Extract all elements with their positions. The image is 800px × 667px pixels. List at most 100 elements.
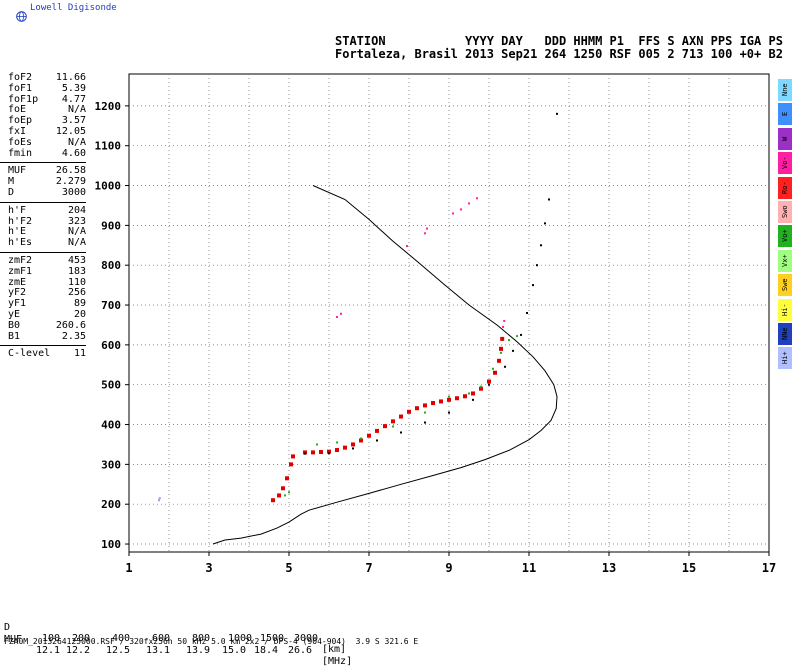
x-tick-label: 17 <box>762 561 776 575</box>
param-row: foF1 5.39 <box>6 82 86 95</box>
data-point <box>304 452 306 455</box>
footer-muf-label: MUF <box>4 634 23 645</box>
data-point <box>500 351 502 354</box>
y-tick-label: 600 <box>101 339 121 352</box>
param-row: h'Es N/A <box>6 237 86 249</box>
param-label: h'F <box>8 204 27 216</box>
param-value: N/A <box>67 136 86 148</box>
data-point <box>455 396 459 401</box>
data-point <box>277 493 281 498</box>
data-point <box>497 358 501 363</box>
data-point <box>271 498 275 503</box>
param-row: yE 20 <box>6 309 86 321</box>
data-point <box>316 443 318 446</box>
data-point <box>476 197 478 200</box>
data-point <box>452 212 454 215</box>
data-point <box>400 431 402 434</box>
data-point <box>424 411 426 414</box>
param-label: yF2 <box>8 287 27 299</box>
param-label: foF1 <box>8 82 33 94</box>
data-point <box>504 365 506 368</box>
header-line-2: Fortaleza, Brasil 2013 Sep21 264 1250 RS… <box>335 47 783 61</box>
data-point <box>479 386 483 391</box>
param-row: D 3000 <box>6 187 86 199</box>
param-value: N/A <box>67 226 86 238</box>
param-label: foEp <box>8 115 33 127</box>
param-value: 256 <box>67 287 86 299</box>
param-label: h'Es <box>8 237 33 249</box>
param-value: 204 <box>67 204 86 216</box>
param-value: 26.58 <box>55 165 86 177</box>
data-point <box>367 433 371 438</box>
param-separator <box>0 159 86 164</box>
data-point <box>291 454 295 459</box>
data-point <box>423 403 427 408</box>
param-row: foEs N/A <box>6 136 86 149</box>
param-row: M 2.279 <box>6 176 86 188</box>
x-tick-label: 7 <box>365 561 372 575</box>
y-tick-label: 300 <box>101 458 121 471</box>
data-point <box>351 442 355 447</box>
footer-muf-value: 15.0 <box>222 645 247 656</box>
param-value: 3.57 <box>61 115 86 127</box>
data-point <box>500 336 505 341</box>
data-point <box>487 379 491 384</box>
data-point <box>327 449 331 454</box>
param-value: 2.279 <box>55 176 86 188</box>
legend-item: Hi+ <box>778 347 792 370</box>
globe-icon <box>16 11 27 22</box>
parameter-panel: foF2 11.66 foF1 5.39 foF1p 4.77 foE N/A foEp 3.57… <box>0 72 86 360</box>
param-row: h'F 204 <box>6 204 86 217</box>
data-point <box>424 421 426 424</box>
data-point <box>399 414 403 419</box>
data-point <box>508 339 510 342</box>
footer-muf-value: 12.1 <box>36 645 61 656</box>
data-point <box>502 325 504 328</box>
param-label: C-level <box>8 348 51 360</box>
param-label: yF1 <box>8 298 27 310</box>
logo: Lowell Digisonde <box>8 2 128 22</box>
param-label: foEs <box>8 136 33 148</box>
param-row: B1 2.35 <box>6 331 86 343</box>
param-label: foF1p <box>8 93 39 105</box>
y-tick-label: 1200 <box>95 100 122 113</box>
legend-item: Hi- <box>778 298 792 321</box>
data-point <box>360 437 362 440</box>
param-row: yF2 256 <box>6 288 86 299</box>
data-point <box>503 319 506 322</box>
data-point <box>448 395 450 398</box>
footer-file-line: FZA0M_2013264125000.RSF / 320fx256h 50 k… <box>4 637 419 646</box>
footer-d-value: 100 <box>42 633 61 644</box>
legend-item: W <box>778 127 792 150</box>
param-value: 11.66 <box>55 72 86 83</box>
data-point <box>520 333 522 336</box>
param-label: fxI <box>8 125 27 137</box>
param-row: h'E N/A <box>6 227 86 238</box>
data-point <box>468 202 470 205</box>
param-separator <box>0 199 86 203</box>
data-point <box>284 494 286 497</box>
x-tick-label: 9 <box>445 561 452 575</box>
footer-d-value: 600 <box>152 633 171 644</box>
y-tick-label: 1100 <box>95 140 122 153</box>
footer-muf-unit: [MHz] <box>322 656 353 667</box>
data-point <box>516 335 518 338</box>
legend-item: E <box>778 103 792 126</box>
data-point <box>468 392 470 395</box>
data-point <box>352 447 354 450</box>
data-point <box>288 491 290 494</box>
param-value: 453 <box>67 254 86 266</box>
data-point <box>460 208 462 211</box>
footer-muf-value: 13.1 <box>146 645 171 656</box>
footer-muf-value: 12.2 <box>66 645 91 656</box>
y-tick-label: 100 <box>101 538 121 551</box>
param-label: fmin <box>8 147 33 159</box>
footer-muf-value: 18.4 <box>254 645 279 656</box>
param-value: 110 <box>67 276 86 288</box>
param-row: foF2 11.66 <box>6 72 86 84</box>
param-row: foE N/A <box>6 105 86 116</box>
data-point <box>448 411 450 414</box>
data-point <box>447 397 451 402</box>
data-point <box>376 439 378 442</box>
data-point <box>426 227 428 230</box>
